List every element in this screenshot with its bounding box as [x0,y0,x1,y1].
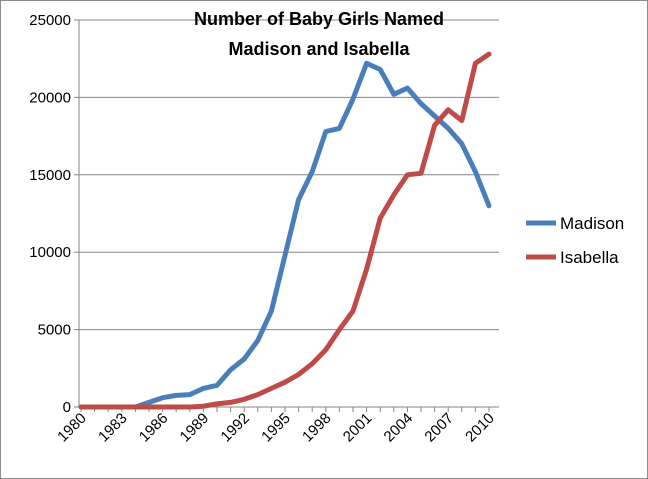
series-layer [78,51,492,410]
legend: Madison Isabella [526,214,624,267]
x-tick-label-1995: 1995 [258,410,294,446]
x-tick-label-2004: 2004 [381,410,417,446]
grid-layer [79,19,499,331]
x-tick-label-1980: 1980 [54,410,90,446]
legend-label-isabella: Isabella [560,248,619,267]
y-tick-label-15000: 15000 [29,167,71,184]
y-tick-label-20000: 20000 [29,89,71,106]
x-tick-label-1992: 1992 [217,410,253,446]
y-tick-label-25000: 25000 [29,12,71,29]
chart-title-line-2: Madison and Isabella [228,39,410,59]
series-line-isabella [78,51,492,410]
chart-title-line-1: Number of Baby Girls Named [194,9,444,29]
series-line-madison [78,60,492,410]
x-tick-label-1983: 1983 [95,410,131,446]
x-tick-label-1989: 1989 [177,410,213,446]
y-tick-label-0: 0 [63,399,71,416]
y-tick-label-5000: 5000 [38,322,71,339]
legend-label-madison: Madison [560,214,624,233]
x-tick-label-2007: 2007 [421,410,457,446]
y-tick-labels: 0 5000 10000 15000 20000 25000 [29,12,79,416]
y-tick-label-10000: 10000 [29,244,71,261]
axis-layer [74,20,499,408]
x-tick-label-2010: 2010 [462,410,498,446]
x-tick-label-1986: 1986 [136,410,172,446]
x-tick-label-2001: 2001 [340,410,376,446]
x-tick-labels: 1980 1983 1986 1989 1992 1995 1998 2001 2004 2007… [54,407,498,445]
chart-title: Number of Baby Girls Named Madison and I… [194,9,444,59]
x-tick-label-1998: 1998 [299,410,335,446]
